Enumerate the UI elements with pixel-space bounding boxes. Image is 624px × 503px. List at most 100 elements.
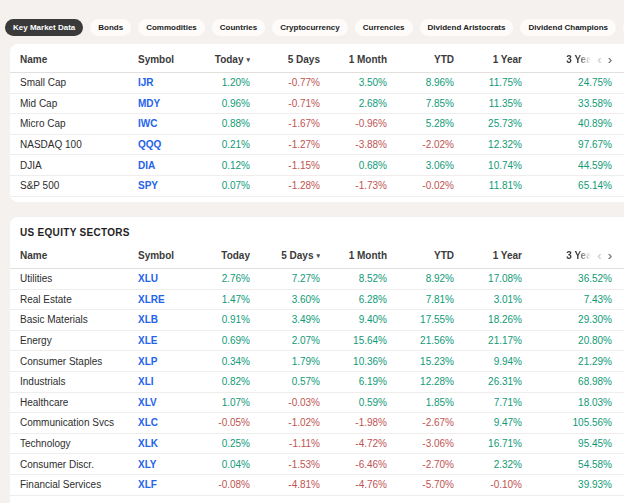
column-header-3-years[interactable]: 3 Years‹› [522, 53, 622, 66]
pct-cell: 8.96% [387, 77, 454, 88]
tab-bonds[interactable]: Bonds [90, 19, 131, 36]
column-label: 1 Month [349, 54, 387, 65]
tab-key-market-data[interactable]: Key Market Data [5, 19, 83, 36]
table-row: DJIADIA0.12%-1.15%0.68%3.06%10.74%44.59% [10, 155, 624, 176]
pct-cell: 7.43% [522, 294, 622, 305]
table-row: EnergyXLE0.69%2.07%15.64%21.56%21.17%20.… [10, 331, 624, 352]
pct-cell: -1.27% [250, 139, 320, 150]
symbol-link[interactable]: XLY [138, 459, 200, 470]
column-header-name[interactable]: Name [20, 54, 138, 65]
tab-commodities[interactable]: Commodities [138, 19, 205, 36]
pct-cell: -0.03% [250, 397, 320, 408]
symbol-link[interactable]: QQQ [138, 139, 200, 150]
pct-cell: 7.85% [387, 98, 454, 109]
symbol-link[interactable]: XLI [138, 376, 200, 387]
pct-cell: -1.15% [250, 160, 320, 171]
pct-cell: 7.27% [250, 273, 320, 284]
symbol-link[interactable]: XLV [138, 397, 200, 408]
column-label: 3 Years [566, 250, 591, 261]
prev-columns-icon[interactable]: ‹ [597, 249, 601, 262]
tab-bar: Key Market Data Bonds Commodities Countries… [0, 0, 624, 44]
column-label: 5 Days [281, 250, 313, 261]
column-header-1-month[interactable]: 1 Month [320, 54, 387, 65]
symbol-link[interactable]: IJR [138, 77, 200, 88]
table-row: Basic MaterialsXLB0.91%3.49%9.40%17.55%1… [10, 310, 624, 331]
pct-cell: 16.71% [454, 438, 522, 449]
next-columns-icon[interactable]: › [608, 53, 612, 66]
name-cell: Financial Services [20, 479, 138, 490]
table-header-row: NameSymbolToday5 Days▾1 MonthYTD1 Year3 … [10, 242, 624, 269]
table-row: IndustrialsXLI0.82%0.57%6.19%12.28%26.31… [10, 372, 624, 393]
pct-cell: 17.08% [454, 273, 522, 284]
symbol-link[interactable]: XLK [138, 438, 200, 449]
pct-cell: 9.47% [454, 417, 522, 428]
column-header-ytd[interactable]: YTD [387, 250, 454, 261]
table-row: Micro CapIWC0.88%-1.67%-0.96%5.28%25.73%… [10, 114, 624, 135]
symbol-link[interactable]: XLE [138, 335, 200, 346]
tab-dividend-champions[interactable]: Dividend Champions [520, 19, 616, 36]
tab-countries[interactable]: Countries [212, 19, 265, 36]
tab-dividend-aristocrats[interactable]: Dividend Aristocrats [420, 19, 514, 36]
table-row: Real EstateXLRE1.47%3.60%6.28%7.81%3.01%… [10, 290, 624, 311]
symbol-link[interactable]: XLP [138, 356, 200, 367]
pct-cell: 0.91% [200, 314, 250, 325]
symbol-link[interactable]: XLRE [138, 294, 200, 305]
column-label: YTD [434, 250, 454, 261]
column-label: Today [221, 250, 250, 261]
key-market-data-card: NameSymbolToday▾5 Days1 MonthYTD1 Year3 … [10, 44, 624, 202]
pct-cell: 29.30% [522, 314, 622, 325]
pct-cell: 21.29% [522, 356, 622, 367]
table-row: Financial ServicesXLF-0.08%-4.81%-4.76%-… [10, 475, 624, 496]
name-cell: Micro Cap [20, 118, 138, 129]
name-cell: Basic Materials [20, 314, 138, 325]
prev-columns-icon[interactable]: ‹ [597, 53, 601, 66]
symbol-link[interactable]: XLF [138, 479, 200, 490]
pct-cell: 12.28% [387, 376, 454, 387]
pct-cell: 7.71% [454, 397, 522, 408]
name-cell: Consumer Discr. [20, 459, 138, 470]
column-label: 5 Days [288, 54, 320, 65]
column-header-today[interactable]: Today▾ [200, 54, 250, 65]
symbol-link[interactable]: MDY [138, 98, 200, 109]
pct-cell: 0.69% [200, 335, 250, 346]
column-header-symbol[interactable]: Symbol [138, 54, 200, 65]
pct-cell: 3.06% [387, 160, 454, 171]
pct-cell: 54.58% [522, 459, 622, 470]
column-header-5-days[interactable]: 5 Days [250, 54, 320, 65]
pct-cell: 0.21% [200, 139, 250, 150]
tab-cryptocurrency[interactable]: Cryptocurrency [272, 19, 348, 36]
pct-cell: -2.67% [387, 417, 454, 428]
symbol-link[interactable]: IWC [138, 118, 200, 129]
column-label: YTD [434, 54, 454, 65]
symbol-link[interactable]: XLC [138, 417, 200, 428]
pct-cell: 0.96% [200, 98, 250, 109]
column-header-3-years[interactable]: 3 Years ‹ › [522, 249, 622, 262]
pct-cell: 1.20% [200, 77, 250, 88]
symbol-link[interactable]: DIA [138, 160, 200, 171]
table-row: UtilitiesXLU2.76%7.27%8.52%8.92%17.08%36… [10, 269, 624, 290]
pct-cell: 10.74% [454, 160, 522, 171]
table-row: NASDAQ 100QQQ0.21%-1.27%-3.88%-2.02%12.3… [10, 135, 624, 156]
table-row: Communication SvcsXLC-0.05%-1.02%-1.98%-… [10, 413, 624, 434]
tab-currencies[interactable]: Currencies [355, 19, 413, 36]
table-row: Consumer StaplesXLP0.34%1.79%10.36%15.23… [10, 351, 624, 372]
column-header-today[interactable]: Today [200, 250, 250, 261]
pct-cell: -0.02% [387, 180, 454, 191]
table-row: HealthcareXLV1.07%-0.03%0.59%1.85%7.71%1… [10, 393, 624, 414]
pct-cell: -3.88% [320, 139, 387, 150]
pct-cell: 0.04% [200, 459, 250, 470]
symbol-link[interactable]: XLB [138, 314, 200, 325]
column-header-5-days[interactable]: 5 Days▾ [250, 250, 320, 261]
pct-cell: -0.10% [454, 479, 522, 490]
symbol-link[interactable]: XLU [138, 273, 200, 284]
column-header-1-month[interactable]: 1 Month [320, 250, 387, 261]
next-columns-icon[interactable]: › [608, 249, 612, 262]
column-header-1-year[interactable]: 1 Year [454, 54, 522, 65]
pct-cell: 8.52% [320, 273, 387, 284]
column-header-ytd[interactable]: YTD [387, 54, 454, 65]
column-header-name[interactable]: Name [20, 250, 138, 261]
symbol-link[interactable]: SPY [138, 180, 200, 191]
column-header-symbol[interactable]: Symbol [138, 250, 200, 261]
pct-cell: 2.07% [250, 335, 320, 346]
column-header-1-year[interactable]: 1 Year [454, 250, 522, 261]
